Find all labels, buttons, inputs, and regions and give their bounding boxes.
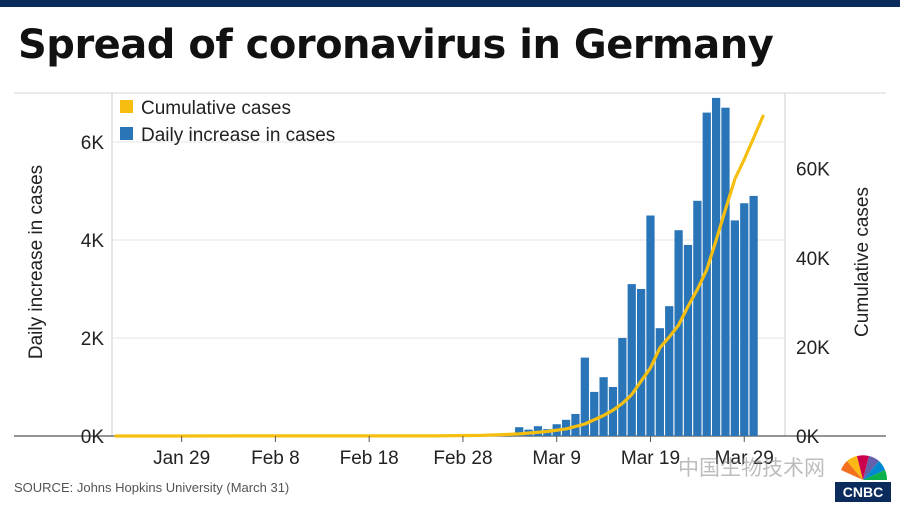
bar-mar-24: [693, 200, 702, 436]
cnbc-logo-icon: CNBC: [835, 455, 891, 502]
axes: 0K 2K 4K 6K 0K 20K 40K 60K Jan 29 Feb 8 Feb 18 Feb …: [26, 133, 873, 469]
legend-swatch-daily: [120, 127, 133, 140]
right-tick-label: 40K: [796, 249, 830, 270]
bar-mar-16: [618, 338, 627, 436]
bar-mar-13: [590, 391, 599, 436]
left-tick-label: 6K: [81, 133, 105, 154]
left-tick-label: 0K: [81, 427, 105, 448]
bar-mar-12: [580, 357, 589, 436]
top-accent-bar: [0, 0, 900, 7]
bar-mar-29: [740, 203, 749, 436]
svg-text:CNBC: CNBC: [843, 484, 883, 500]
chart-title: Spread of coronavirus in Germany: [18, 22, 774, 68]
legend-swatch-cumulative: [120, 100, 133, 113]
bar-mar-14: [599, 377, 608, 436]
bar-mar-28: [730, 220, 739, 436]
x-tick-label: Jan 29: [153, 448, 210, 469]
right-tick-label: 60K: [796, 160, 830, 181]
legend: Cumulative cases Daily increase in cases: [120, 98, 335, 146]
bar-mar-30: [749, 195, 758, 436]
bar-mar-22: [674, 230, 683, 436]
bar-mar-26: [711, 97, 721, 437]
watermark-text: 中国生物技术网: [678, 457, 825, 480]
cumulative-cases-line: [114, 114, 765, 438]
left-tick-label: 2K: [81, 329, 105, 350]
legend-label-daily: Daily increase in cases: [141, 125, 335, 146]
x-tick-label: Feb 18: [340, 448, 399, 469]
right-tick-label: 20K: [796, 338, 830, 359]
x-tick-label: Mar 19: [621, 448, 680, 469]
line-series: [114, 114, 765, 438]
bar-mar-25: [702, 112, 711, 436]
x-tick-label: Mar 29: [715, 448, 774, 469]
legend-label-cumulative: Cumulative cases: [141, 98, 291, 119]
x-tick-label: Feb 8: [251, 448, 300, 469]
bar-mar-20: [655, 328, 664, 436]
bar-mar-18: [636, 289, 646, 436]
right-tick-label: 0K: [796, 427, 820, 448]
y-axis-left-title: Daily increase in cases: [26, 165, 47, 359]
x-tick-label: Feb 28: [433, 448, 492, 469]
source-note: SOURCE: Johns Hopkins University (March …: [14, 480, 290, 495]
bar-mar-5: [515, 427, 524, 436]
y-axis-right-title: Cumulative cases: [852, 187, 873, 337]
x-tick-label: Mar 9: [532, 448, 581, 469]
bar-mar-23: [683, 244, 693, 436]
bar-mar-21: [665, 306, 674, 436]
bar-mar-17: [627, 284, 636, 436]
bar-mar-27: [721, 107, 730, 436]
bar-mar-19: [646, 215, 655, 436]
left-tick-label: 4K: [81, 231, 105, 252]
